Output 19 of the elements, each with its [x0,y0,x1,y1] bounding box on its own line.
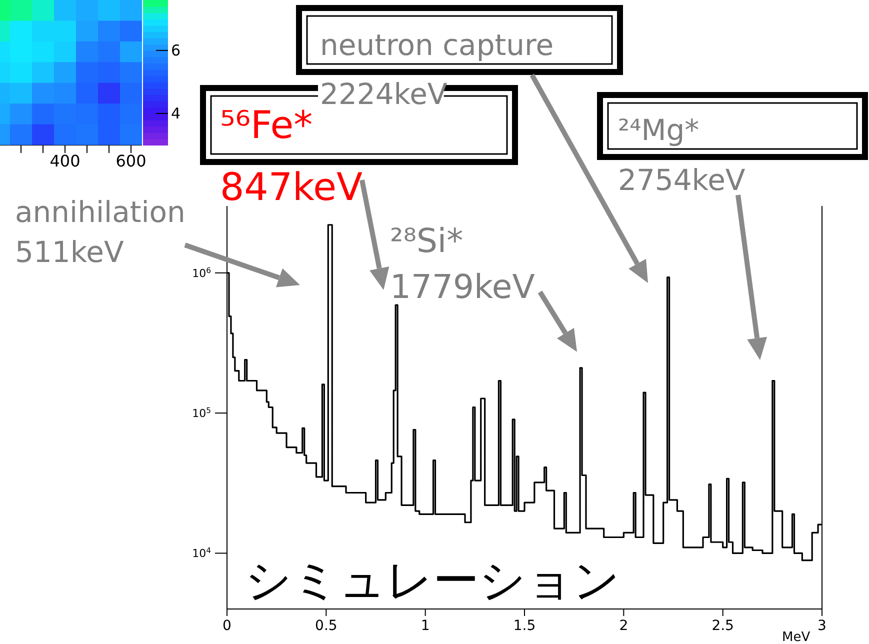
x-tick-label: 0 [222,618,232,634]
x-axis-title: MeV [782,630,810,644]
x-tick-label: 600 [116,151,146,170]
text: ²⁴Mg* 2754keV [618,113,746,197]
x-tick-label: 1 [420,618,430,634]
y-tick-label: 10$^{4}$ [192,546,212,560]
x-tick-label: 2.5 [712,618,734,634]
color-bar-label: 6 [171,41,181,60]
annotation: シミュレーション [245,553,620,607]
annotation: ²⁸Si* 1779keV [390,221,536,306]
y-tick-label: 10$^{5}$ [192,406,212,420]
x-tick-label: 400 [50,151,80,170]
x-tick-label: 0.5 [315,618,338,634]
color-bar-label: 4 [171,104,181,122]
text: annihilation 511keV [15,195,186,269]
x-tick-label: 2 [619,618,628,634]
x-tick-label: 3 [818,618,826,634]
x-tick-label: 1.5 [513,618,536,634]
y-tick-label: 10$^{6}$ [192,265,212,280]
